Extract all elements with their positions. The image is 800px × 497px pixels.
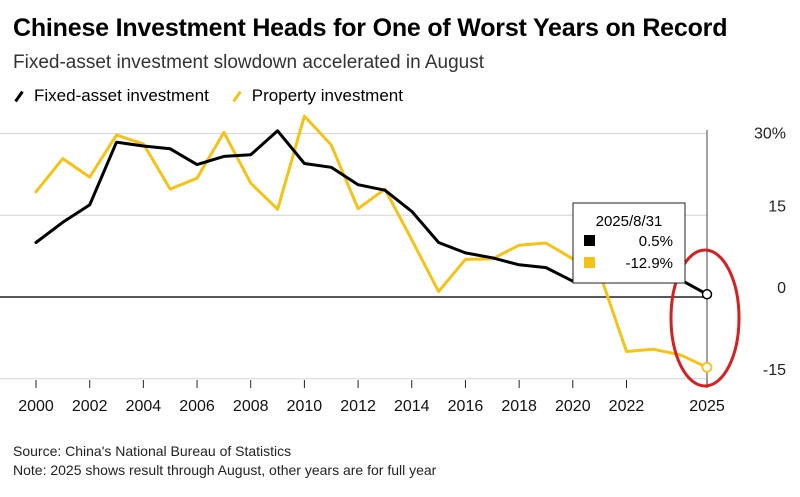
marker-fixed-asset-2025 — [701, 289, 713, 300]
tooltip-value: 0.5% — [639, 233, 673, 250]
x-tick-label: 2025 — [689, 398, 725, 415]
tooltip-value: -12.9% — [625, 255, 673, 272]
footnote: Note: 2025 shows result through August, … — [13, 462, 437, 478]
x-tick-label: 2022 — [609, 398, 645, 415]
marker-property-2025 — [701, 361, 713, 373]
x-tick-label: 2018 — [501, 398, 537, 415]
legend-label-property: Property investment — [251, 86, 403, 105]
tooltip-date: 2025/8/31 — [596, 213, 663, 230]
x-tick-label: 2000 — [18, 398, 54, 415]
legend-item-property: Property investment — [231, 86, 403, 106]
x-tick-label: 2010 — [287, 398, 323, 415]
x-tick-label: 2008 — [233, 398, 269, 415]
x-tick-label: 2020 — [555, 398, 591, 415]
y-tick-label: 30% — [754, 126, 786, 143]
tooltip-swatch — [584, 257, 595, 268]
x-tick-label: 2006 — [179, 398, 215, 415]
highlight-ellipse — [669, 248, 741, 388]
chart-subtitle: Fixed-asset investment slowdown accelera… — [13, 52, 485, 73]
y-tick-label: -15 — [763, 362, 786, 379]
legend-item-fixed-asset: Fixed-asset investment — [13, 86, 209, 106]
y-tick-label: 0 — [777, 280, 786, 297]
chart-title: Chinese Investment Heads for One of Wors… — [13, 14, 728, 42]
x-tick-label: 2004 — [126, 398, 162, 415]
x-tick-label: 2002 — [72, 398, 108, 415]
x-tick-label: 2016 — [448, 398, 484, 415]
x-tick-label: 2012 — [340, 398, 376, 415]
y-tick-label: 15 — [768, 198, 786, 215]
legend-label-fixed-asset: Fixed-asset investment — [34, 86, 209, 105]
x-tick-label: 2014 — [394, 398, 430, 415]
source-note: Source: China's National Bureau of Stati… — [13, 443, 292, 459]
tooltip-swatch — [584, 235, 595, 246]
legend: Fixed-asset investment Property investme… — [13, 86, 425, 106]
